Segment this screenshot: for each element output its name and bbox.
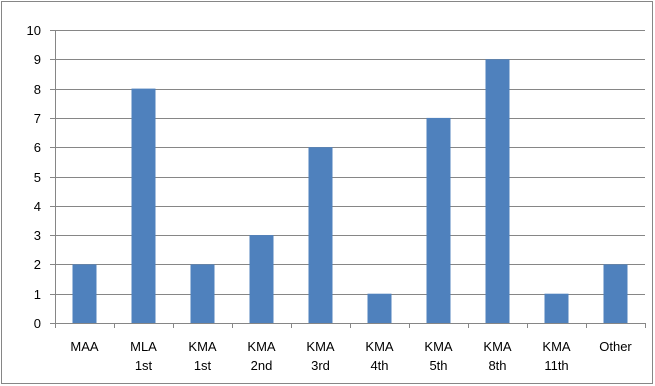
y-tick-label: 10 bbox=[27, 23, 41, 38]
x-tick-label: KMA 5th bbox=[424, 339, 453, 373]
bar bbox=[131, 88, 156, 323]
bar bbox=[426, 117, 451, 324]
bar bbox=[249, 235, 274, 323]
bar bbox=[190, 264, 215, 323]
x-tick-label: KMA 4th bbox=[365, 339, 394, 373]
y-tick-label: 0 bbox=[34, 316, 41, 331]
x-tick-label: MAA bbox=[70, 339, 99, 354]
x-tick-labels: MAA MLA 1st KMA 1st KMA 2nd KMA 3rd KMA 4th KMA 5th K… bbox=[70, 339, 632, 373]
bar bbox=[603, 264, 628, 323]
y-tick-label: 1 bbox=[34, 287, 41, 302]
x-tick-label: KMA 1st bbox=[188, 339, 217, 373]
x-tick-label: KMA 8th bbox=[483, 339, 512, 373]
bar bbox=[485, 59, 510, 324]
bar bbox=[544, 293, 569, 323]
bars bbox=[72, 59, 628, 324]
y-tick-label: 6 bbox=[34, 140, 41, 155]
axes bbox=[50, 30, 646, 328]
x-tick-label: KMA 11th bbox=[542, 339, 571, 373]
x-tick-label: KMA 2nd bbox=[247, 339, 276, 373]
x-tick-label: KMA 3rd bbox=[306, 339, 335, 373]
y-tick-label: 5 bbox=[34, 170, 41, 185]
x-tick-label: Other bbox=[599, 339, 632, 354]
y-tick-label: 4 bbox=[34, 199, 41, 214]
bar bbox=[308, 147, 333, 323]
y-tick-label: 2 bbox=[34, 257, 41, 272]
y-tick-label: 9 bbox=[34, 52, 41, 67]
y-tick-labels: 0 1 2 3 4 5 6 7 8 9 10 bbox=[27, 23, 41, 331]
y-tick-label: 7 bbox=[34, 111, 41, 126]
x-tick-label: MLA 1st bbox=[130, 339, 157, 373]
bar bbox=[367, 293, 392, 323]
y-tick-label: 8 bbox=[34, 82, 41, 97]
bar bbox=[72, 264, 97, 323]
y-tick-label: 3 bbox=[34, 228, 41, 243]
